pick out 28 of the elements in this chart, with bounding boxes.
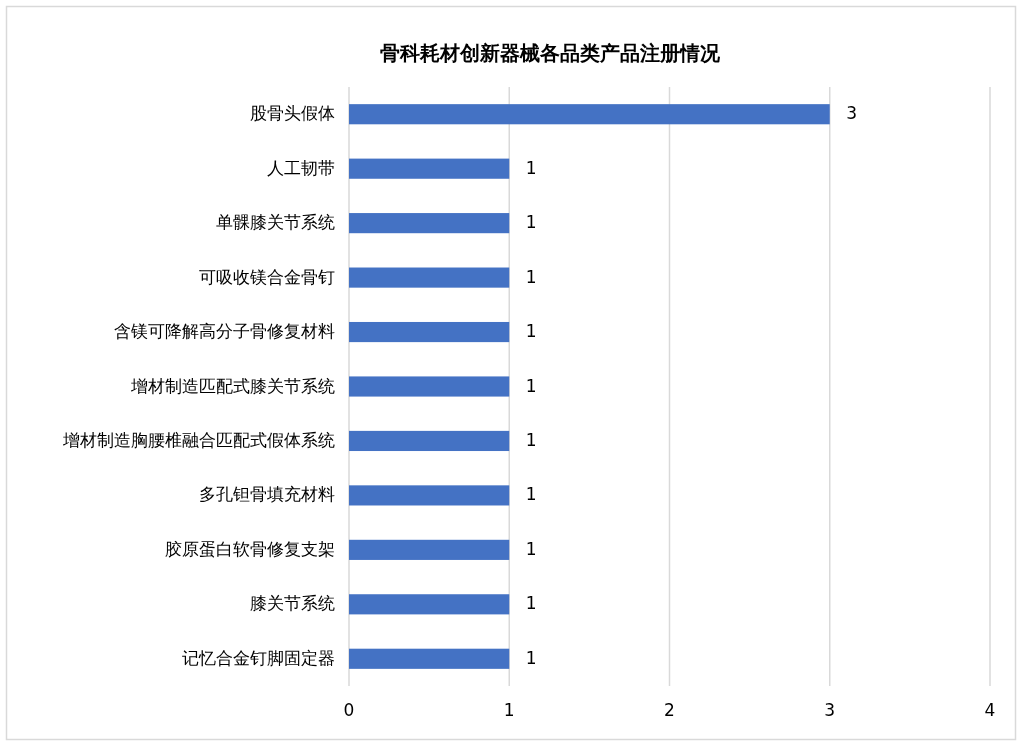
data-label: 1: [525, 321, 537, 342]
y-tick-label: 股骨头假体: [250, 103, 335, 124]
y-tick-label: 人工韧带: [267, 157, 335, 178]
y-tick-label: 可吸收镁合金骨钉: [199, 266, 335, 287]
y-tick-label: 含镁可降解高分子骨修复材料: [114, 321, 335, 342]
data-label: 1: [525, 266, 537, 287]
x-tick-label: 3: [824, 700, 836, 720]
y-tick-label: 记忆合金钉脚固定器: [182, 647, 335, 668]
data-label: 1: [525, 157, 537, 178]
x-tick-label: 0: [343, 700, 355, 720]
y-tick-label: 增材制造匹配式膝关节系统: [130, 375, 335, 396]
y-tick-label: 单髁膝关节系统: [216, 212, 335, 233]
data-label: 1: [525, 484, 537, 505]
y-tick-label: 多孔钽骨填充材料: [199, 484, 335, 505]
data-label: 3: [846, 103, 858, 124]
data-label: 1: [525, 647, 537, 668]
y-tick-label: 膝关节系统: [250, 593, 335, 614]
y-tick-label: 胶原蛋白软骨修复支架: [165, 538, 335, 559]
chart-title: 骨科耗材创新器械各品类产品注册情况: [379, 41, 721, 65]
data-label: 1: [525, 212, 537, 233]
y-tick-label: 增材制造胸腰椎融合匹配式假体系统: [62, 429, 335, 450]
x-tick-label: 2: [664, 700, 675, 720]
x-tick-label: 1: [503, 700, 515, 720]
x-tick-label: 4: [984, 700, 996, 720]
data-label: 1: [525, 538, 537, 559]
data-label: 1: [525, 429, 537, 450]
data-label: 1: [525, 593, 537, 614]
data-label: 1: [525, 375, 537, 396]
